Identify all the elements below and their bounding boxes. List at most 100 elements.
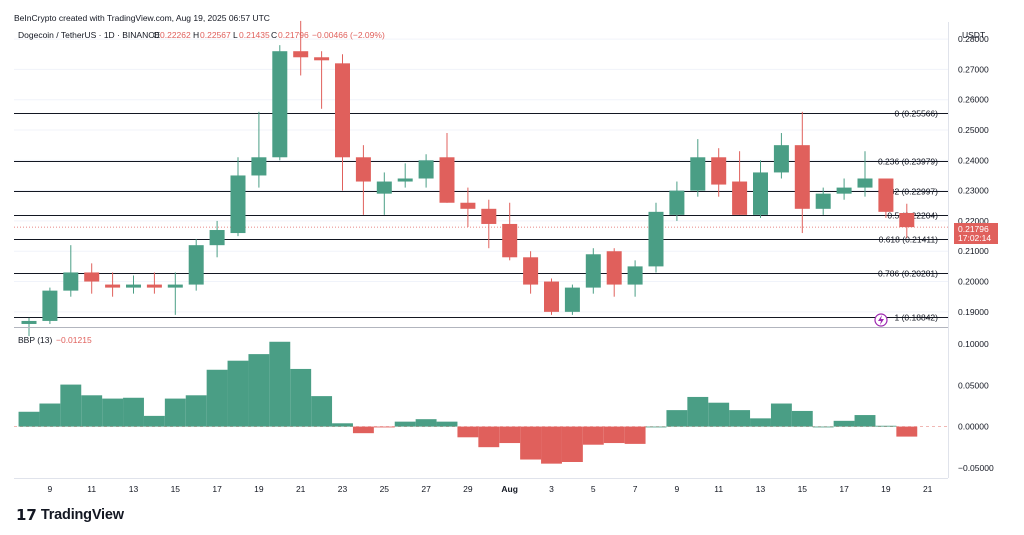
- candle-body[interactable]: [878, 178, 894, 212]
- candle-body[interactable]: [564, 287, 580, 312]
- candle-body[interactable]: [648, 211, 664, 267]
- candle-body[interactable]: [418, 160, 434, 179]
- candle-body[interactable]: [105, 284, 121, 288]
- candle-body[interactable]: [544, 281, 559, 312]
- candle-body[interactable]: [627, 266, 643, 285]
- candle-body[interactable]: [251, 157, 267, 176]
- candle-body[interactable]: [293, 51, 309, 58]
- candle-body[interactable]: [21, 320, 37, 324]
- time-tick-label: Aug: [501, 484, 518, 494]
- bbp-bar[interactable]: [791, 410, 813, 427]
- candle-body[interactable]: [523, 257, 539, 285]
- candle-body[interactable]: [230, 175, 246, 234]
- bbp-bar[interactable]: [81, 395, 103, 427]
- bbp-bar[interactable]: [436, 421, 458, 427]
- bbp-bar[interactable]: [645, 426, 667, 428]
- candle-body[interactable]: [836, 187, 852, 194]
- time-tick-label: 15: [171, 484, 181, 494]
- bbp-bar[interactable]: [582, 426, 604, 445]
- candle-body[interactable]: [439, 157, 455, 203]
- bbp-bar[interactable]: [770, 403, 792, 427]
- legend-high: 0.22567: [200, 30, 231, 40]
- bbp-bar[interactable]: [373, 426, 395, 428]
- tradingview-logo-text: TradingView: [40, 507, 124, 523]
- bbp-bar[interactable]: [687, 396, 709, 427]
- bbp-bar[interactable]: [164, 398, 186, 427]
- bbp-indicator-name: BBP (13): [18, 335, 53, 345]
- price-tick-label: 0.19000: [958, 307, 989, 317]
- bbp-bar[interactable]: [311, 396, 333, 427]
- bbp-bar[interactable]: [102, 398, 124, 427]
- candle-body[interactable]: [857, 178, 873, 188]
- candle-body[interactable]: [188, 245, 204, 285]
- bbp-bar[interactable]: [854, 415, 876, 427]
- bbp-bar[interactable]: [666, 410, 688, 427]
- time-tick-label: 13: [756, 484, 766, 494]
- candle-body[interactable]: [669, 190, 685, 215]
- candle-body[interactable]: [146, 284, 162, 288]
- legend-c-label: C: [271, 30, 277, 40]
- bbp-bar[interactable]: [269, 341, 291, 427]
- candle-body[interactable]: [84, 272, 100, 282]
- bbp-bar[interactable]: [143, 415, 165, 427]
- bbp-bar[interactable]: [624, 426, 646, 444]
- bbp-bar[interactable]: [123, 397, 144, 427]
- bbp-bar[interactable]: [227, 360, 249, 427]
- bbp-bar[interactable]: [18, 411, 40, 427]
- bbp-bar[interactable]: [60, 384, 82, 427]
- bbp-bar[interactable]: [812, 426, 834, 428]
- candle-body[interactable]: [126, 284, 141, 288]
- legend-change: −0.00466 (−2.09%): [312, 30, 385, 40]
- bbp-bar[interactable]: [603, 426, 625, 444]
- legend-l-label: L: [233, 30, 238, 40]
- candle-body[interactable]: [167, 284, 183, 288]
- bbp-bar[interactable]: [520, 426, 542, 460]
- bbp-bar[interactable]: [499, 426, 521, 444]
- candle-body[interactable]: [314, 57, 330, 61]
- candle-body[interactable]: [460, 202, 476, 209]
- candle-body[interactable]: [585, 254, 601, 288]
- bbp-bar[interactable]: [332, 423, 353, 427]
- candle-body[interactable]: [773, 145, 789, 173]
- bbp-bar[interactable]: [541, 426, 562, 464]
- fib-level-label: 1 (0.18842): [895, 313, 939, 323]
- bbp-bar[interactable]: [415, 419, 437, 427]
- bbp-bar[interactable]: [896, 426, 918, 437]
- bbp-bar[interactable]: [708, 402, 730, 427]
- bbp-bar[interactable]: [750, 418, 771, 427]
- candle-body[interactable]: [272, 51, 288, 158]
- bbp-bar[interactable]: [39, 403, 61, 427]
- bbp-bar[interactable]: [833, 420, 855, 427]
- candle-body[interactable]: [397, 178, 413, 182]
- bbp-bar[interactable]: [206, 369, 228, 427]
- candle-body[interactable]: [42, 290, 58, 321]
- bbp-bar[interactable]: [561, 426, 583, 462]
- candle-body[interactable]: [209, 230, 225, 246]
- bbp-bar[interactable]: [457, 426, 479, 438]
- candle-body[interactable]: [794, 145, 810, 209]
- candle-body[interactable]: [63, 272, 79, 291]
- candle-body[interactable]: [481, 208, 497, 224]
- candle-body[interactable]: [815, 193, 831, 209]
- bbp-bar[interactable]: [729, 410, 751, 427]
- candle-body[interactable]: [899, 212, 915, 228]
- lightning-marker[interactable]: [874, 313, 888, 327]
- bbp-bar[interactable]: [290, 368, 312, 427]
- bbp-bar[interactable]: [248, 354, 270, 427]
- candle-body[interactable]: [376, 181, 392, 194]
- candle-body[interactable]: [753, 172, 768, 215]
- bbp-bar[interactable]: [185, 395, 207, 427]
- chart-source-caption: BeInCrypto created with TradingView.com,…: [14, 13, 270, 23]
- bbp-bar[interactable]: [875, 425, 897, 427]
- bbp-bar[interactable]: [394, 421, 416, 427]
- candle-body[interactable]: [502, 223, 518, 258]
- bbp-bar[interactable]: [352, 426, 374, 434]
- candle-body[interactable]: [732, 181, 748, 215]
- candle-body[interactable]: [335, 63, 350, 158]
- bbp-bar[interactable]: [478, 426, 500, 448]
- candle-body[interactable]: [690, 157, 706, 191]
- candle-body[interactable]: [711, 157, 727, 185]
- candle-body[interactable]: [606, 251, 622, 285]
- candle-body[interactable]: [355, 157, 371, 182]
